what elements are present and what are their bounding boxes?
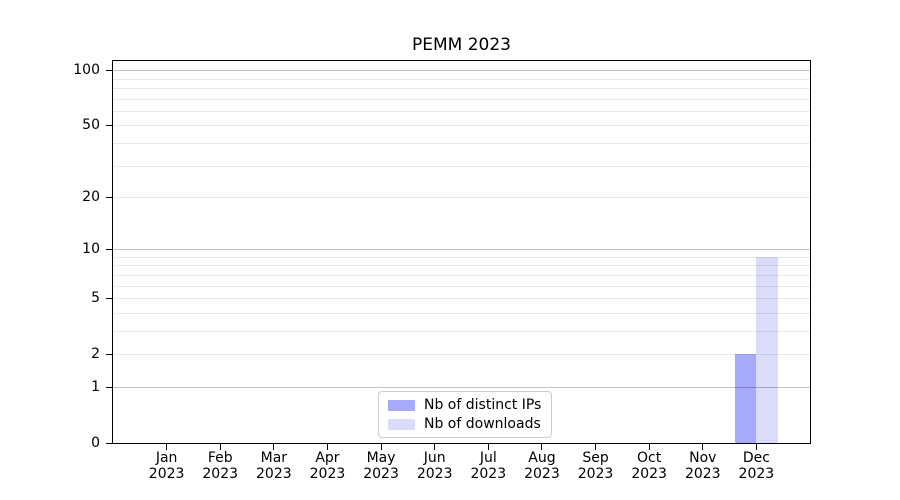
y-tick-label: 2 <box>91 345 100 362</box>
y-gridline-minor <box>113 78 810 80</box>
y-tick-mark <box>106 70 112 72</box>
x-tick-mark <box>702 444 704 450</box>
y-tick-mark <box>106 196 112 198</box>
y-tick-mark <box>106 249 112 251</box>
y-gridline-minor <box>113 98 810 100</box>
legend-swatch-downloads <box>388 418 415 430</box>
y-tick-label: 1 <box>91 378 100 395</box>
legend-item-downloads: Nb of downloads <box>388 416 541 432</box>
x-tick-mark <box>434 444 436 450</box>
bar-nb-of-distinct-ips-dec <box>734 354 757 443</box>
legend-label-distinct-ips: Nb of distinct IPs <box>424 397 542 413</box>
x-tick-label: Nov 2023 <box>684 450 721 482</box>
x-tick-mark <box>595 444 597 450</box>
y-gridline-minor <box>113 297 810 299</box>
y-gridline-major <box>113 70 810 72</box>
y-tick-label: 50 <box>82 117 100 134</box>
y-tick-label: 20 <box>82 188 100 205</box>
x-tick-mark <box>273 444 275 450</box>
x-tick-label: May 2023 <box>363 450 399 482</box>
y-gridline-minor <box>113 88 810 90</box>
legend-item-distinct-ips: Nb of distinct IPs <box>388 397 541 413</box>
y-tick-label: 0 <box>91 434 100 451</box>
plot-area <box>112 60 811 444</box>
x-tick-mark <box>487 444 489 450</box>
y-gridline-minor <box>113 353 810 355</box>
legend: Nb of distinct IPs Nb of downloads <box>378 391 553 438</box>
y-tick-mark <box>106 297 112 299</box>
y-gridline-major <box>113 249 810 251</box>
x-tick-label: Mar 2023 <box>256 450 292 482</box>
x-tick-mark <box>326 444 328 450</box>
x-tick-label: Jun 2023 <box>416 450 453 482</box>
y-gridline-minor <box>113 110 810 112</box>
x-tick-label: Jan 2023 <box>148 450 185 482</box>
y-gridline-minor <box>113 330 810 332</box>
legend-swatch-distinct-ips <box>388 399 415 411</box>
y-gridline-minor <box>113 125 810 127</box>
y-gridline-minor <box>113 265 810 267</box>
y-gridline-minor <box>113 285 810 287</box>
x-tick-label: Jul 2023 <box>470 450 507 482</box>
y-gridline-minor <box>113 312 810 314</box>
y-tick-label: 5 <box>91 289 100 306</box>
y-gridline-minor <box>113 165 810 167</box>
x-tick-mark <box>541 444 543 450</box>
y-tick-mark <box>106 386 112 388</box>
y-tick-mark <box>106 125 112 127</box>
y-tick-label: 100 <box>73 62 100 79</box>
chart-title: PEMM 2023 <box>412 35 511 55</box>
x-tick-label: Dec 2023 <box>738 450 775 482</box>
x-tick-label: Feb 2023 <box>202 450 239 482</box>
y-tick-label: 10 <box>82 241 100 258</box>
y-gridline-major <box>113 386 810 388</box>
y-gridline-minor <box>113 256 810 258</box>
x-tick-mark <box>380 444 382 450</box>
x-tick-label: Aug 2023 <box>524 450 560 482</box>
x-tick-mark <box>219 444 221 450</box>
x-tick-label: Sep 2023 <box>577 450 614 482</box>
y-tick-mark <box>106 353 112 355</box>
bar-nb-of-downloads-dec <box>756 257 778 443</box>
x-tick-mark <box>648 444 650 450</box>
y-gridline-minor <box>113 274 810 276</box>
y-gridline-minor <box>113 142 810 144</box>
x-tick-label: Oct 2023 <box>631 450 667 482</box>
y-tick-mark <box>106 442 112 444</box>
x-tick-label: Apr 2023 <box>309 450 346 482</box>
legend-label-downloads: Nb of downloads <box>424 416 541 432</box>
y-gridline-minor <box>113 196 810 198</box>
x-tick-mark <box>166 444 168 450</box>
x-tick-mark <box>755 444 757 450</box>
